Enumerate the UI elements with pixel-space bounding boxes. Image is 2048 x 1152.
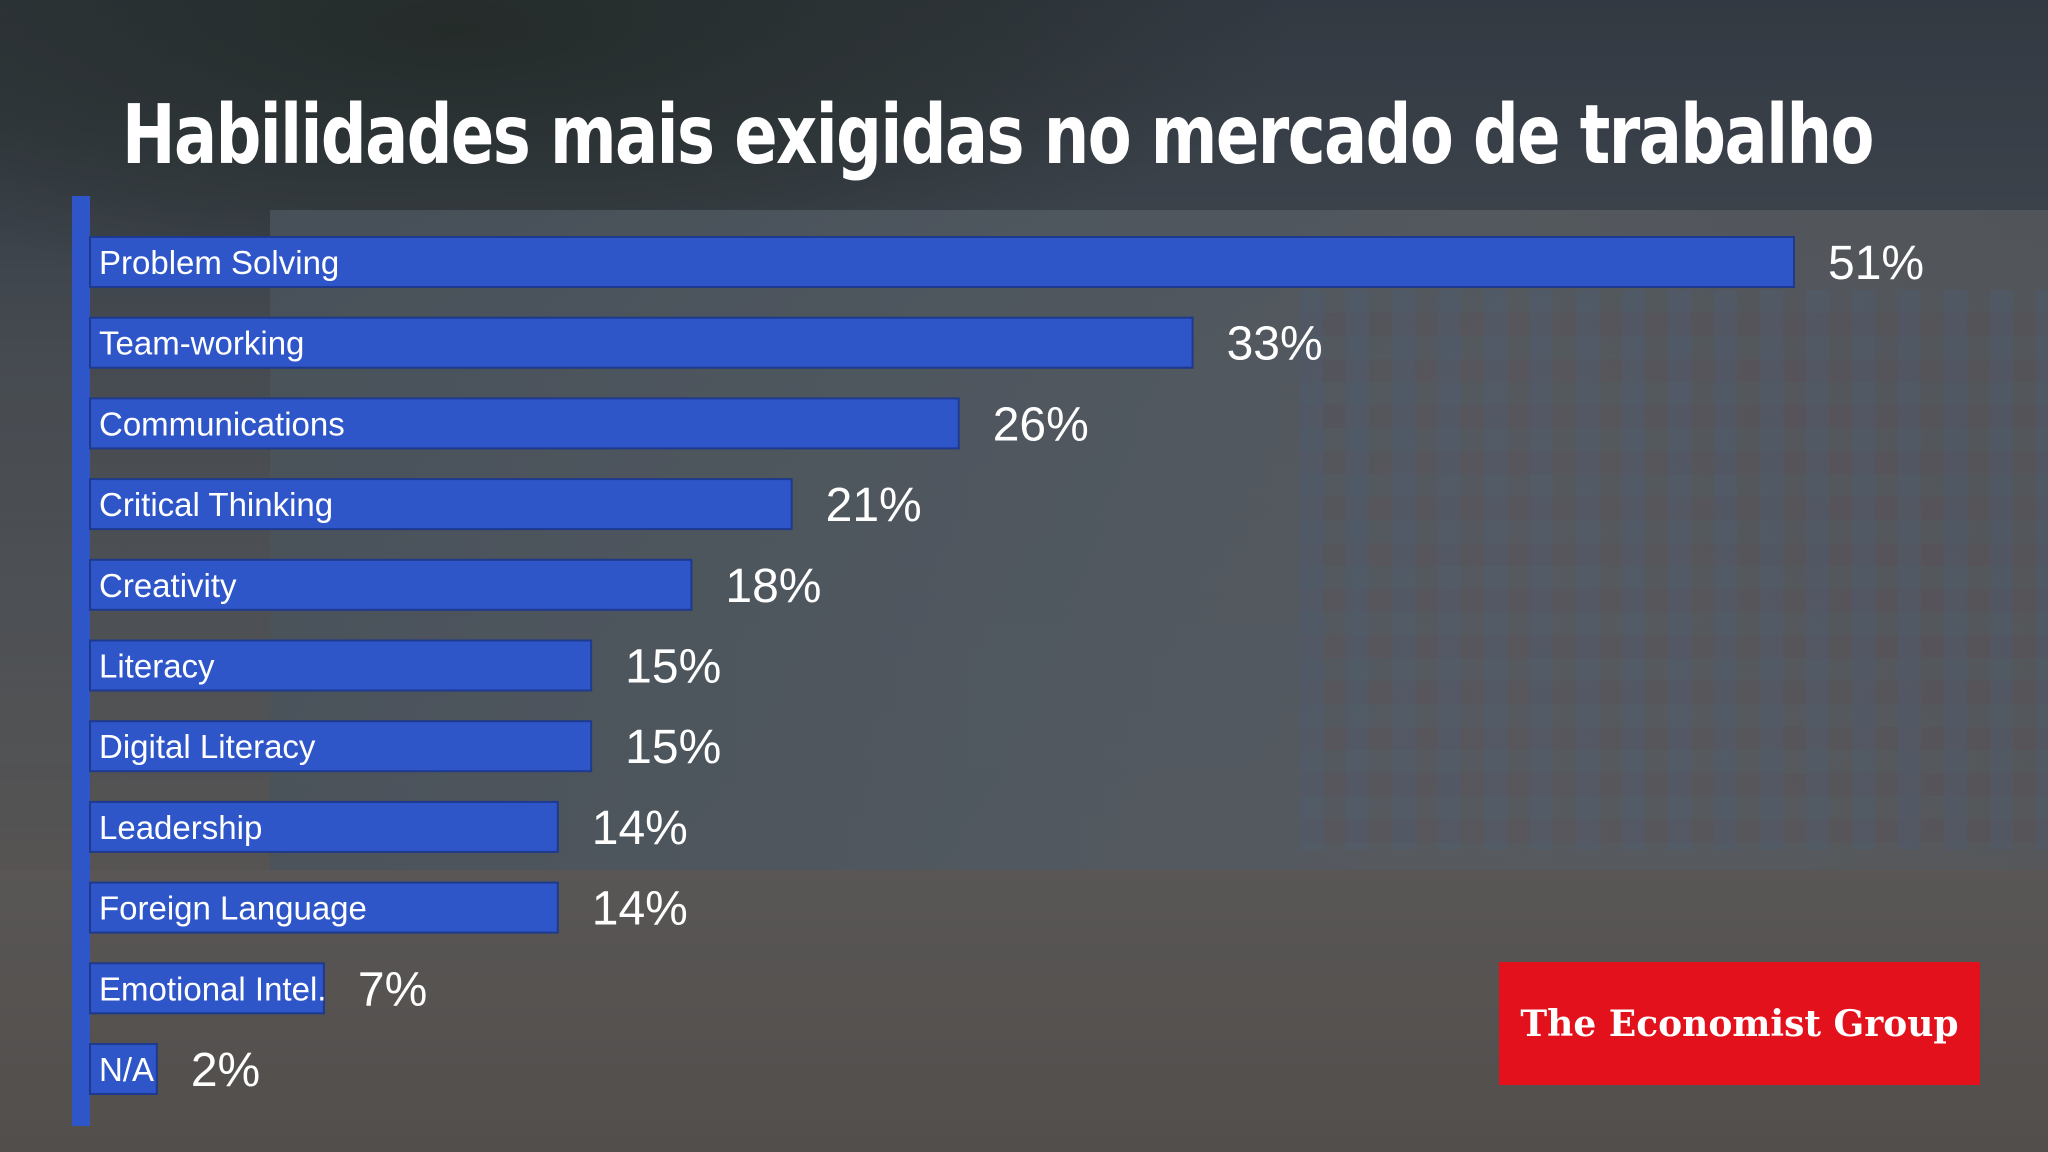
bar-digital-literacy <box>89 720 593 773</box>
bar-literacy <box>89 639 593 692</box>
category-label: Critical Thinking <box>99 486 333 523</box>
category-label: Digital Literacy <box>99 728 316 765</box>
category-label: Foreign Language <box>99 890 367 927</box>
value-label: 33% <box>1227 318 1323 371</box>
value-label: 2% <box>191 1044 260 1097</box>
value-label: 14% <box>592 883 688 936</box>
category-label: Creativity <box>99 567 237 604</box>
value-label: 7% <box>358 963 427 1016</box>
bar-n-a <box>89 1043 158 1095</box>
category-label: Literacy <box>99 648 215 685</box>
bar-emotional-intel <box>89 962 325 1015</box>
bar-foreign-language <box>89 881 559 934</box>
value-label: 21% <box>826 479 922 532</box>
bar-problem-solving <box>89 236 1795 288</box>
economist-group-logo: The Economist Group <box>1499 962 1980 1085</box>
category-label: N/A <box>99 1051 154 1088</box>
category-label: Team-working <box>99 325 304 362</box>
category-label: Leadership <box>99 809 262 846</box>
category-label: Problem Solving <box>99 244 339 281</box>
value-label: 15% <box>625 721 721 774</box>
bar-communications <box>89 397 960 450</box>
logo-text: The Economist Group <box>1520 1002 1959 1045</box>
value-label: 15% <box>625 641 721 694</box>
bar-creativity <box>89 558 693 611</box>
category-label: Emotional Intel. <box>99 970 326 1007</box>
value-label: 51% <box>1828 237 1924 290</box>
bar-leadership <box>89 800 559 853</box>
value-label: 26% <box>993 398 1089 451</box>
value-label: 14% <box>592 802 688 855</box>
bar-team-working <box>89 316 1194 369</box>
chart-title: Habilidades mais exigidas no mercado de … <box>122 88 1874 183</box>
background-tiles <box>1300 290 2048 850</box>
category-label: Communications <box>99 405 345 442</box>
value-label: 18% <box>725 560 821 613</box>
y-axis-line <box>72 196 90 1126</box>
bar-critical-thinking <box>89 478 793 531</box>
